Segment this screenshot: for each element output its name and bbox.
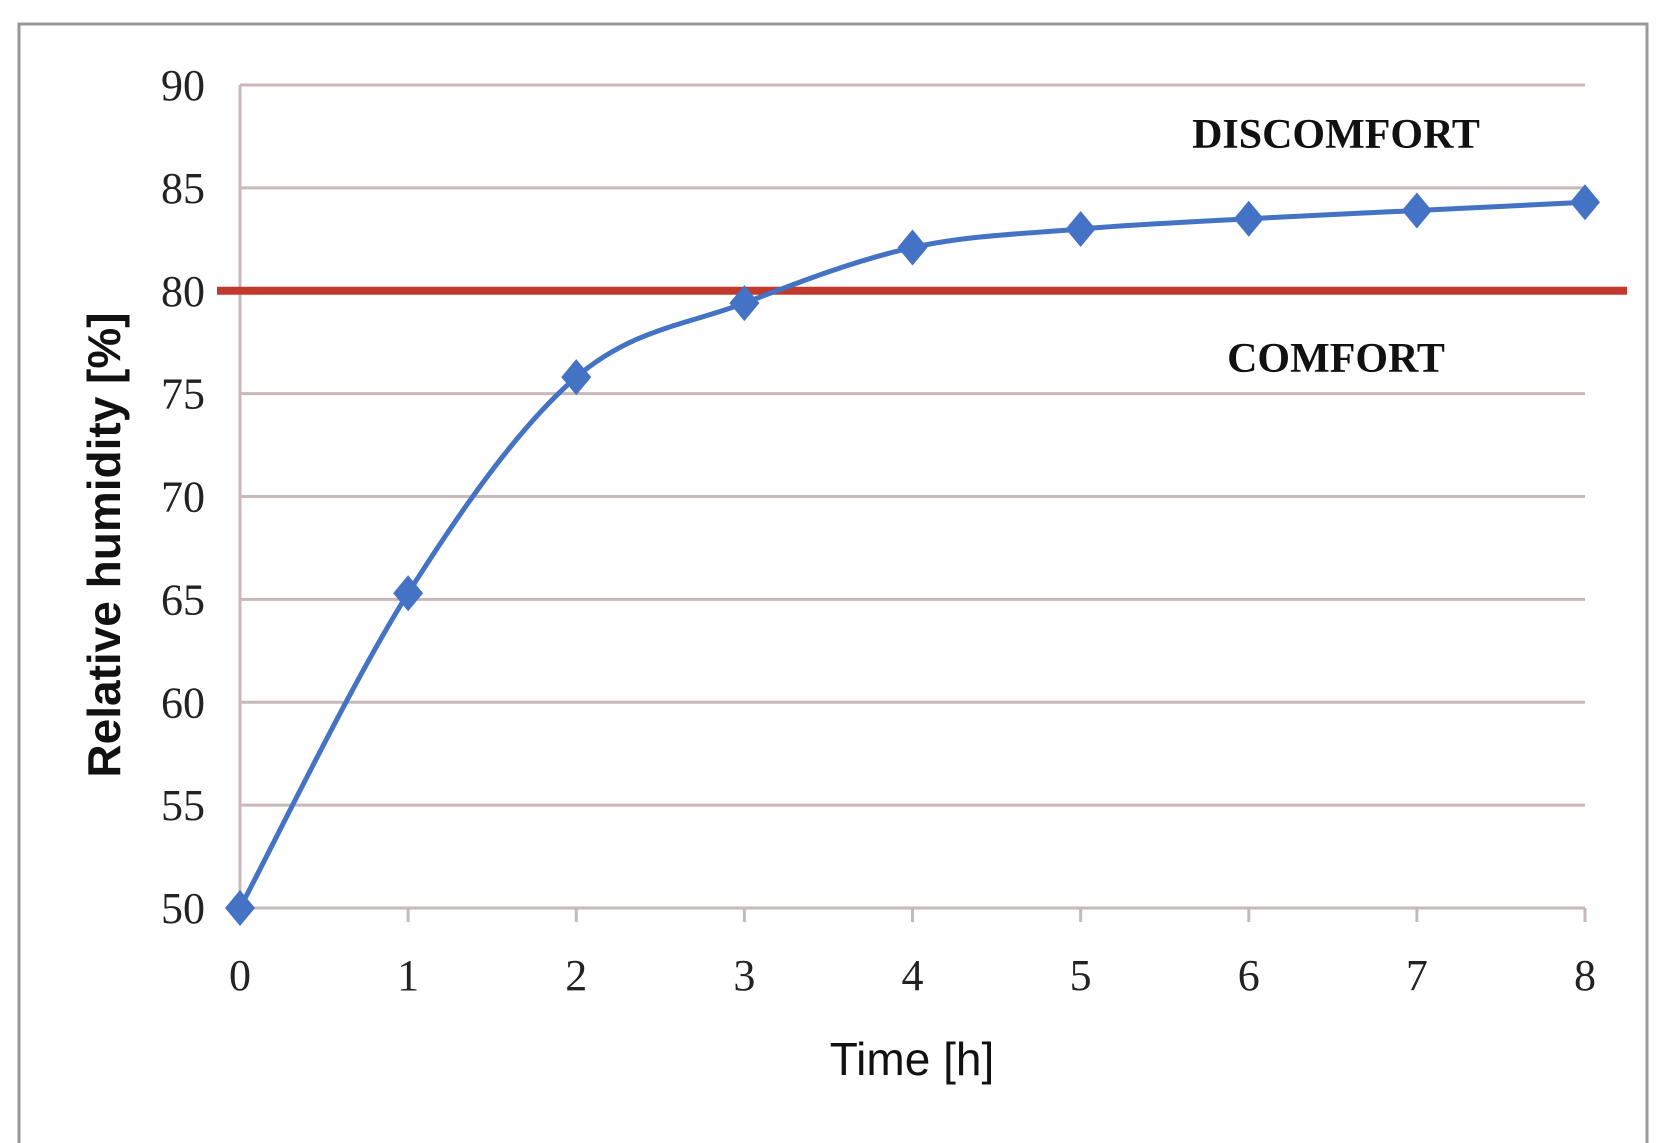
data-point-marker bbox=[729, 285, 760, 322]
y-tick-label: 90 bbox=[161, 61, 205, 110]
y-tick-label: 50 bbox=[161, 884, 205, 933]
x-axis-label: Time [h] bbox=[830, 1033, 994, 1085]
x-tick-label: 0 bbox=[229, 951, 251, 1000]
y-tick-label: 75 bbox=[161, 370, 205, 419]
data-point-marker bbox=[1570, 184, 1600, 221]
data-point-marker bbox=[1233, 200, 1264, 237]
chart-frame bbox=[17, 22, 1649, 1143]
discomfort-label: DISCOMFORT bbox=[1192, 112, 1480, 158]
y-tick-label: 60 bbox=[161, 678, 205, 727]
data-point-marker bbox=[1401, 192, 1432, 229]
data-point-marker bbox=[561, 359, 592, 396]
series-line bbox=[237, 199, 1586, 910]
x-tick-label: 7 bbox=[1406, 951, 1428, 1000]
y-tick-label: 80 bbox=[161, 267, 205, 316]
comfort-label: COMFORT bbox=[1227, 336, 1445, 382]
x-tick-label: 5 bbox=[1070, 951, 1092, 1000]
x-tick-label: 4 bbox=[902, 951, 924, 1000]
y-tick-label: 85 bbox=[161, 164, 205, 213]
y-tick-label: 70 bbox=[161, 473, 205, 522]
x-tick-label: 6 bbox=[1238, 951, 1260, 1000]
y-tick-label: 65 bbox=[161, 575, 205, 624]
data-point-marker bbox=[393, 575, 424, 612]
data-point-marker bbox=[225, 890, 255, 926]
data-point-marker bbox=[1065, 211, 1096, 248]
x-tick-label: 8 bbox=[1574, 951, 1596, 1000]
x-tick-label: 1 bbox=[397, 951, 419, 1000]
x-tick-label: 2 bbox=[565, 951, 587, 1000]
y-axis-label: Relative humidity [%] bbox=[78, 312, 130, 777]
x-tick-label: 3 bbox=[733, 951, 755, 1000]
data-point-marker bbox=[897, 229, 928, 266]
y-tick-label: 55 bbox=[161, 781, 205, 830]
